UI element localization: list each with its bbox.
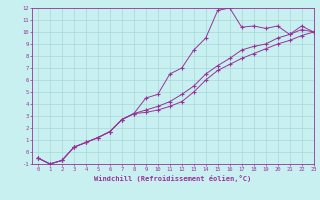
X-axis label: Windchill (Refroidissement éolien,°C): Windchill (Refroidissement éolien,°C) (94, 175, 252, 182)
